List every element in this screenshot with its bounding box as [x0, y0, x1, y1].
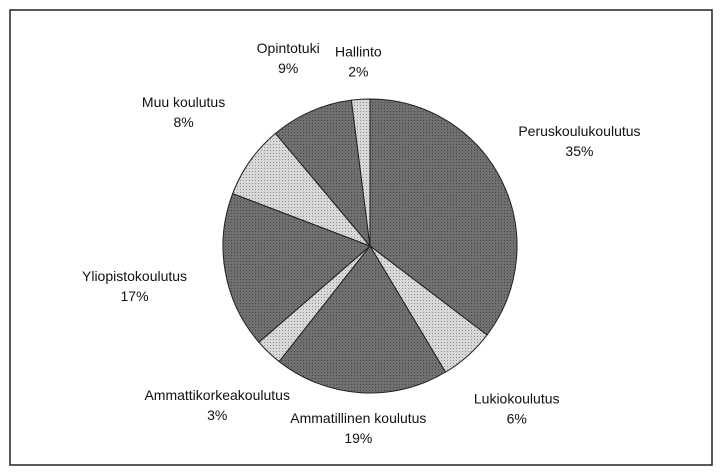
slice-texture [370, 99, 517, 336]
slice-value-label: 19% [344, 430, 372, 446]
slice-texture [232, 133, 370, 246]
slice-value-label: 8% [173, 114, 193, 130]
slice-label: Ammatillinen koulutus [290, 410, 426, 426]
slice-label: Hallinto [335, 43, 382, 59]
slice-texture [223, 193, 370, 343]
slice-label: Yliopistokoulutus [82, 268, 187, 284]
slice-label: Opintotuki [257, 40, 320, 56]
slice-label: Peruskoulukoulutus [518, 123, 640, 139]
slice-texture [275, 100, 370, 246]
slice-label: Ammattikorkeakoulutus [144, 387, 290, 403]
slice-texture [351, 99, 370, 246]
slice-label: Lukiokoulutus [474, 391, 560, 407]
frame [9, 9, 713, 466]
slice-texture [258, 246, 370, 362]
slice-label: Muu koulutus [142, 94, 225, 110]
slice-value-label: 35% [565, 143, 593, 159]
slice-value-label: 9% [278, 60, 298, 76]
slice-value-label: 3% [207, 407, 227, 423]
slice-texture [279, 246, 446, 394]
slice-value-label: 2% [348, 63, 368, 79]
slice-texture [370, 246, 487, 373]
slice-value-label: 6% [507, 411, 527, 427]
slice-value-label: 17% [121, 288, 149, 304]
